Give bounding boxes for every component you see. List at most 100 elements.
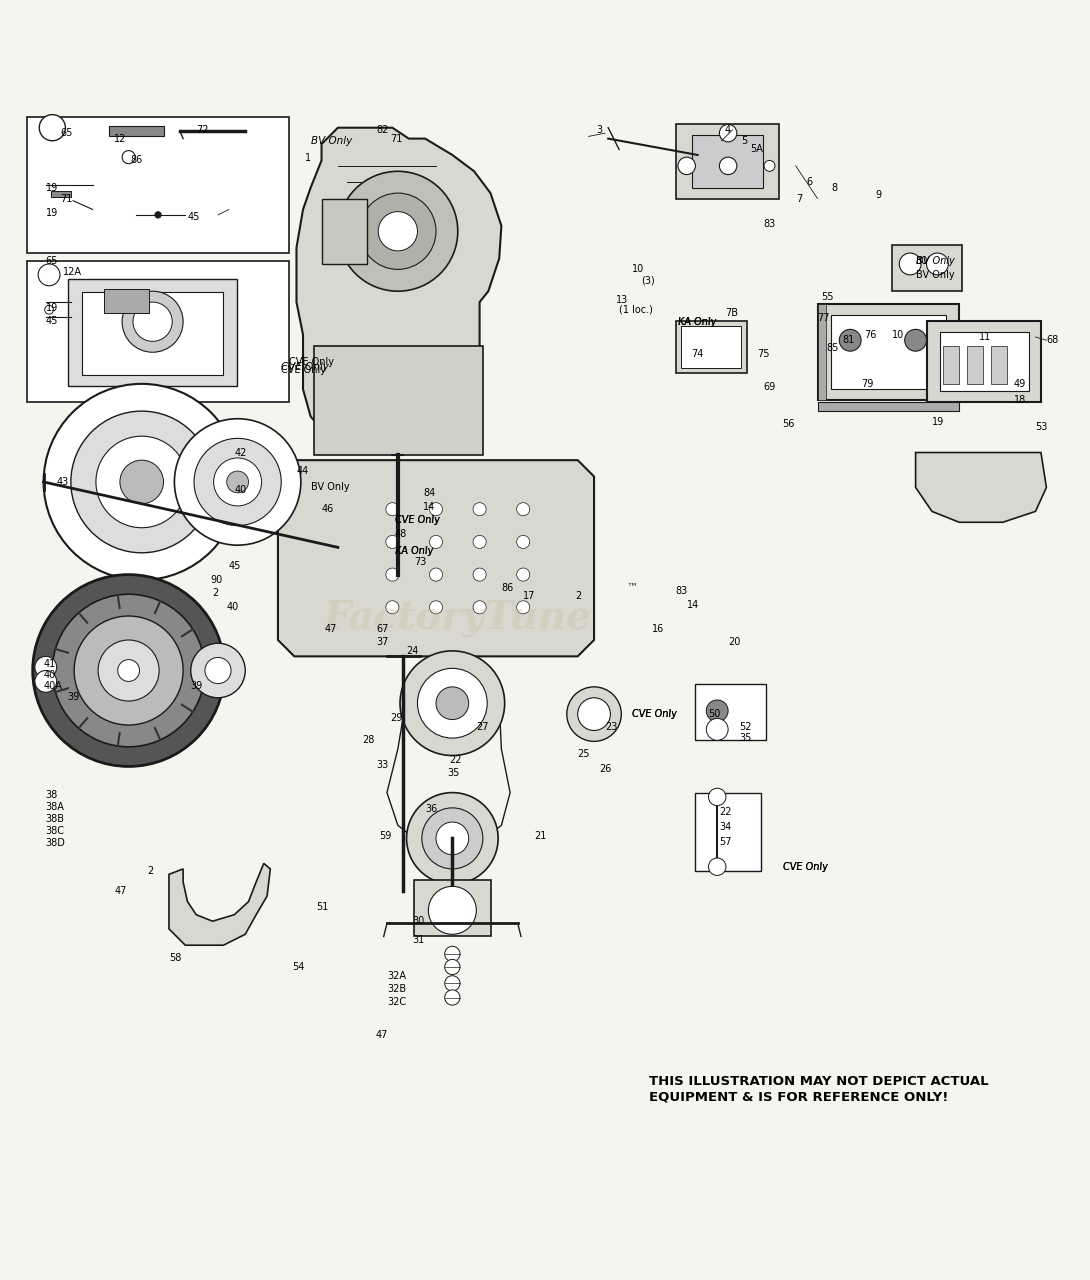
Text: 40A: 40A [44,681,62,691]
Circle shape [35,657,57,678]
Circle shape [227,471,249,493]
Text: 25: 25 [578,750,590,759]
Circle shape [567,687,621,741]
Text: 2: 2 [213,588,219,598]
Text: 85: 85 [826,343,838,353]
Text: 35: 35 [739,733,751,744]
Circle shape [428,886,476,934]
Text: 26: 26 [600,764,611,773]
Bar [818,305,959,401]
Text: 7: 7 [796,193,802,204]
Circle shape [517,568,530,581]
Text: 38B: 38B [46,814,64,824]
Text: KA Only: KA Only [678,316,716,326]
Text: BV Only: BV Only [916,270,954,280]
Text: 47: 47 [376,1029,388,1039]
Text: 11: 11 [979,332,991,342]
Circle shape [174,419,301,545]
Circle shape [205,658,231,684]
Text: 71: 71 [60,193,72,204]
Text: 38D: 38D [46,837,65,847]
Text: 19: 19 [932,417,944,428]
Text: 32B: 32B [387,984,407,993]
Polygon shape [278,460,594,657]
Bar [943,346,959,384]
Text: 10: 10 [632,265,644,274]
Circle shape [905,329,926,351]
Circle shape [429,568,443,581]
Text: 39: 39 [191,681,203,691]
Text: 29: 29 [390,713,402,723]
Circle shape [429,535,443,548]
Text: 4: 4 [725,125,731,134]
Text: BV Only: BV Only [311,136,352,146]
Text: KA Only: KA Only [678,316,716,326]
Circle shape [338,172,458,292]
Text: 37: 37 [376,637,388,648]
Text: 47: 47 [114,886,126,896]
Text: 44: 44 [296,466,308,476]
Text: 90: 90 [210,575,222,585]
Circle shape [133,302,172,342]
Circle shape [473,535,486,548]
Text: CVE Only: CVE Only [632,709,677,719]
Bar [991,346,1007,384]
Text: 2: 2 [576,591,582,602]
Circle shape [764,160,775,172]
Text: KA Only: KA Only [395,545,433,556]
Text: 54: 54 [292,963,304,972]
Text: 48: 48 [395,529,407,539]
Text: 59: 59 [379,831,391,841]
Circle shape [155,211,161,218]
Text: 33: 33 [376,760,388,771]
Circle shape [400,652,505,755]
Circle shape [44,384,240,580]
Text: 74: 74 [691,349,703,360]
Circle shape [429,503,443,516]
Text: 17: 17 [523,591,535,602]
Text: CVE Only: CVE Only [281,362,329,372]
Circle shape [386,568,399,581]
Text: 6: 6 [807,177,813,187]
Text: 14: 14 [423,502,435,512]
Circle shape [445,989,460,1005]
Bar [676,320,747,372]
Circle shape [899,253,921,275]
Text: CVE Only: CVE Only [281,365,326,375]
Text: 82: 82 [376,125,388,134]
Text: 7B: 7B [725,308,738,317]
Text: FactoryTune: FactoryTune [324,599,592,637]
Circle shape [517,503,530,516]
Text: 16: 16 [652,625,664,634]
Text: 45: 45 [187,212,199,221]
Text: 83: 83 [763,219,775,229]
Circle shape [839,329,861,351]
Bar [892,246,962,292]
Bar [695,684,766,740]
Circle shape [422,808,483,869]
Text: 36: 36 [425,804,437,814]
Text: 69: 69 [763,383,775,392]
Text: 8: 8 [832,183,838,193]
Text: 40: 40 [227,603,239,612]
Text: 86: 86 [501,582,513,593]
Circle shape [96,436,187,527]
Text: 18: 18 [1014,396,1026,406]
Text: ™: ™ [627,582,638,593]
Text: 30: 30 [412,916,424,927]
Polygon shape [296,128,501,453]
Bar [51,191,71,197]
Circle shape [35,671,57,692]
Text: 76: 76 [864,330,876,339]
Bar [322,198,367,264]
Text: CVE Only: CVE Only [289,357,334,367]
Text: 39: 39 [68,691,80,701]
Text: 55: 55 [821,292,833,302]
Text: 14: 14 [687,600,699,611]
Circle shape [120,460,164,504]
Text: 31: 31 [412,934,424,945]
Text: 50: 50 [708,709,720,719]
Circle shape [706,700,728,722]
Polygon shape [916,453,1046,522]
Text: 49: 49 [1014,379,1026,389]
